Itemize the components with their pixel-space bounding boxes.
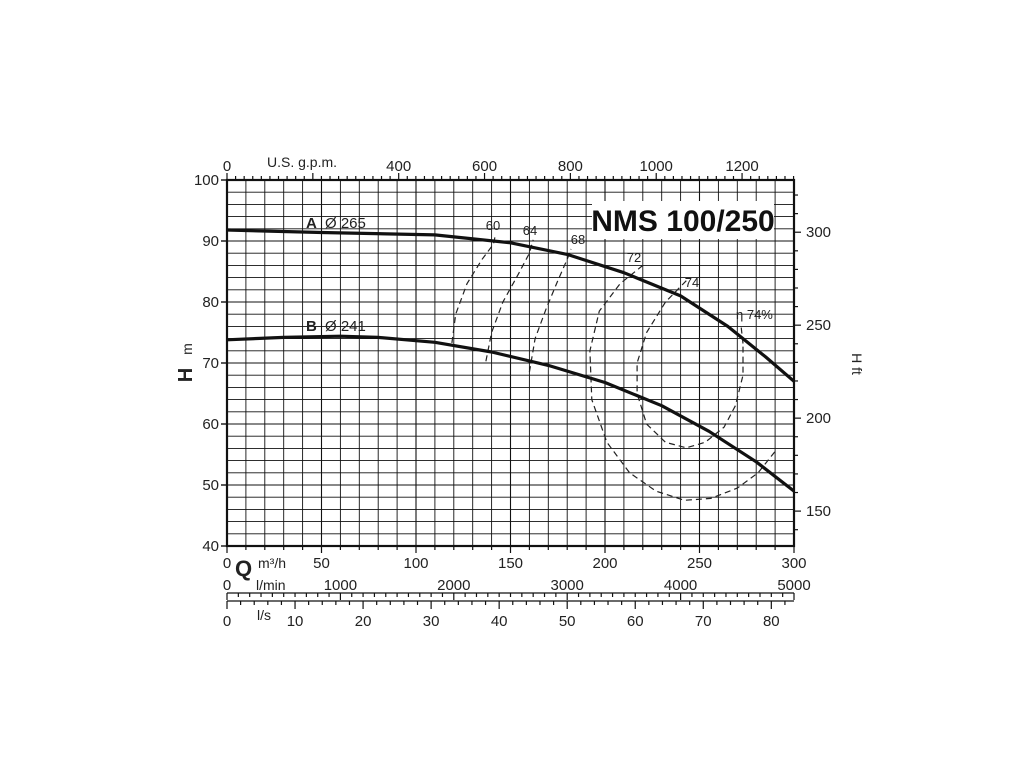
lmin-tick-label: 3000	[551, 577, 584, 594]
efficiency-contour	[485, 239, 534, 362]
chart-title: NMS 100/250	[591, 205, 774, 238]
ls-tick-label: 0	[223, 613, 231, 630]
lmin-tick-label: 5000	[777, 577, 810, 594]
x-tick-label: 50	[313, 555, 330, 572]
x-axis-q-label: Q	[235, 556, 252, 581]
right-axis-label: H ft	[849, 353, 865, 375]
efficiency-contour	[740, 326, 744, 344]
y-tick-label: 90	[202, 233, 219, 250]
y-tick-label: 100	[194, 172, 219, 189]
lmin-axis-label: l/min	[256, 577, 286, 593]
top-axis-tick-label: 0	[223, 158, 231, 175]
curve-a-diameter: Ø 265	[325, 215, 366, 232]
top-axis-tick-label: 400	[386, 158, 411, 175]
lmin-tick-label: 2000	[437, 577, 470, 594]
efficiency-label: 72	[627, 250, 641, 265]
efficiency-label-peak: η 74%	[736, 307, 773, 322]
x-tick-label: 300	[781, 555, 806, 572]
ls-tick-label: 50	[559, 613, 576, 630]
ls-tick-label: 70	[695, 613, 712, 630]
efficiency-label: 74	[685, 275, 699, 290]
lmin-tick-label: 4000	[664, 577, 697, 594]
right-axis-tick-label: 300	[806, 224, 831, 241]
y-tick-label: 50	[202, 477, 219, 494]
lmin-tick-label: 0	[223, 577, 231, 594]
x-tick-label: 0	[223, 555, 231, 572]
efficiency-label: 60	[486, 218, 500, 233]
curve-b	[226, 334, 795, 493]
ls-axis-label: l/s	[257, 607, 271, 623]
ls-tick-label: 60	[627, 613, 644, 630]
right-axis-tick-label: 250	[806, 317, 831, 334]
efficiency-label: 68	[571, 232, 585, 247]
curve-a	[226, 228, 796, 383]
y-tick-label: 70	[202, 355, 219, 372]
y-axis-unit: m	[179, 343, 195, 355]
efficiency-label: 64	[523, 223, 537, 238]
top-axis-tick-label: 800	[558, 158, 583, 175]
y-tick-label: 60	[202, 416, 219, 433]
lmin-tick-label: 1000	[324, 577, 357, 594]
ls-tick-label: 30	[423, 613, 440, 630]
top-axis-tick-label: 1200	[725, 158, 758, 175]
ls-tick-label: 10	[287, 613, 304, 630]
efficiency-contour	[589, 264, 776, 501]
y-tick-label: 40	[202, 538, 219, 555]
x-tick-label: 150	[498, 555, 523, 572]
x-tick-label: 100	[403, 555, 428, 572]
y-tick-label: 80	[202, 294, 219, 311]
top-axis-tick-label: 600	[472, 158, 497, 175]
top-axis-label: U.S. g.p.m.	[267, 154, 337, 170]
ls-tick-label: 20	[355, 613, 372, 630]
curve-a-letter: A	[306, 215, 317, 232]
title-background	[592, 201, 774, 239]
curve-b-letter: B	[306, 318, 317, 335]
efficiency-contour	[636, 280, 744, 449]
ls-tick-label: 40	[491, 613, 508, 630]
top-axis-tick-label: 1000	[640, 158, 673, 175]
right-axis-tick-label: 150	[806, 503, 831, 520]
x-tick-label: 200	[592, 555, 617, 572]
x-axis-unit: m³/h	[258, 555, 286, 571]
curve-b-diameter: Ø 241	[325, 318, 366, 335]
ls-tick-label: 80	[763, 613, 780, 630]
y-axis-h-label: H	[175, 368, 197, 382]
x-tick-label: 250	[687, 555, 712, 572]
right-axis-tick-label: 200	[806, 410, 831, 427]
efficiency-contour	[528, 248, 572, 373]
